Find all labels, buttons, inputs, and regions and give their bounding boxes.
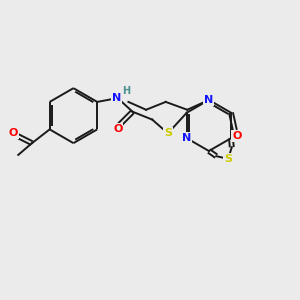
Text: N: N — [204, 95, 214, 105]
Text: O: O — [232, 131, 242, 141]
Text: N: N — [112, 93, 122, 103]
Text: H: H — [122, 86, 130, 96]
Text: O: O — [9, 128, 18, 138]
Text: S: S — [164, 128, 172, 138]
Text: O: O — [113, 124, 122, 134]
Text: N: N — [182, 133, 191, 143]
Text: S: S — [164, 128, 172, 138]
Text: S: S — [224, 154, 232, 164]
